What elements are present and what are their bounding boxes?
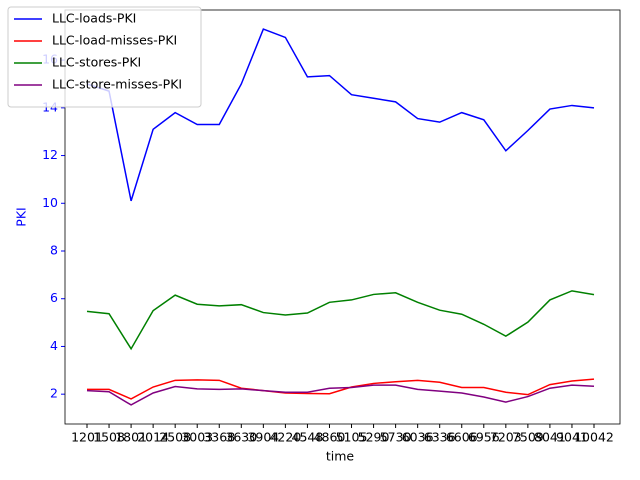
x-tick-label: 3368 [203,430,235,445]
x-tick-label: 5730 [380,430,412,445]
x-axis-label: time [326,449,355,464]
x-tick-label: 6336 [424,430,456,445]
series-line [86,290,595,351]
y-tick-label: 4 [50,338,58,353]
x-tick-label: 1801 [115,430,147,445]
x-tick-label: 5105 [336,430,368,445]
y-tick-label: 6 [50,290,58,305]
legend-label: LLC-load-misses-PKI [52,33,177,48]
legend-label: LLC-store-misses-PKI [52,77,182,92]
x-tick-label: 4220 [269,430,301,445]
legend-label: LLC-stores-PKI [52,55,141,70]
y-tick-label: 2 [50,386,58,401]
x-tick-label: 9041 [556,430,588,445]
series-line [86,28,595,202]
legend-box [7,6,202,108]
y-axis-label: PKI [14,207,29,226]
x-tick-label: 5290 [358,430,390,445]
x-tick-label: 1508 [93,430,125,445]
x-tick-label: 3904 [247,430,279,445]
x-tick-label: 2508 [159,430,191,445]
x-tick-label: 7509 [512,430,544,445]
x-tick-label: 10042 [574,430,614,445]
x-tick-label: 8041 [534,430,566,445]
legend-label: LLC-loads-PKI [52,11,136,26]
x-tick-label: 3630 [225,430,257,445]
y-tick-label: 10 [42,195,58,210]
x-tick-label: 4548 [292,430,324,445]
x-tick-label: 2014 [137,430,169,445]
y-tick-label: 8 [50,243,58,258]
plot-frame [64,9,621,425]
x-tick-label: 3003 [181,430,213,445]
x-tick-label: 4860 [314,430,346,445]
series-line [87,378,595,400]
x-tick-label: 6606 [446,430,478,445]
y-tick-label: 12 [42,147,58,162]
legend: LLC-loads-PKI LLC-load-misses-PKI LLC-stor… [7,6,202,108]
x-tick-label: 6956 [468,430,500,445]
x-tick-label: 1201 [71,430,103,445]
series-line [86,384,595,406]
x-tick-label: 7203 [490,430,522,445]
x-tick-label: 6036 [402,430,434,445]
